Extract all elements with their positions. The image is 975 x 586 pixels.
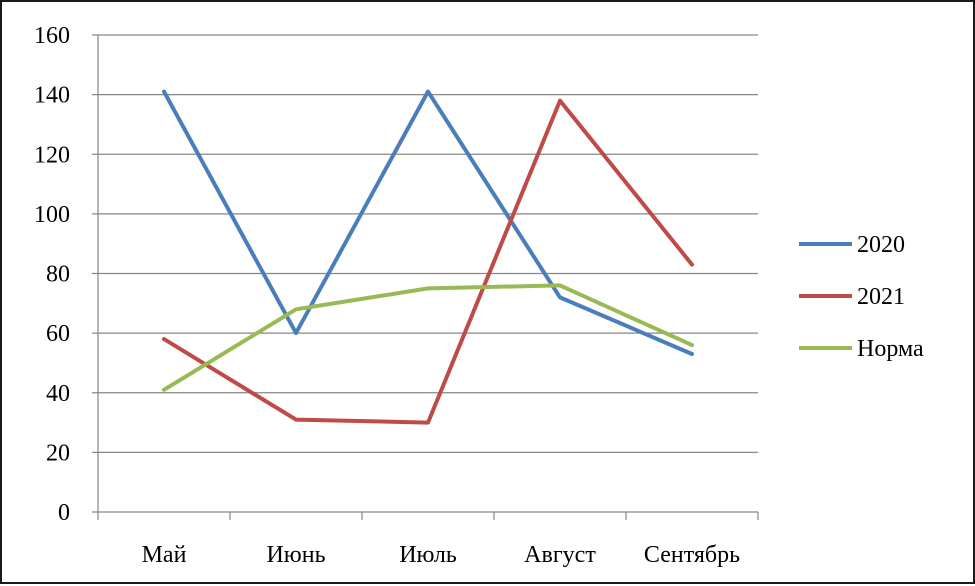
x-tick-labels: Май Июнь Июль Август Сентябрь <box>142 542 741 568</box>
x-tick-label: Июль <box>399 542 457 568</box>
series-lines <box>162 89 694 425</box>
legend-label: 2021 <box>857 284 905 310</box>
y-tick-label: 140 <box>34 83 70 109</box>
axes <box>92 34 759 520</box>
y-tick-label: 100 <box>34 202 70 228</box>
y-tick-label: 120 <box>34 142 70 168</box>
x-tick-label: Август <box>524 542 596 568</box>
y-tick-label: 40 <box>46 381 70 407</box>
y-tick-labels: 0 20 40 60 80 100 120 140 160 <box>34 23 70 526</box>
x-tick-label: Сентябрь <box>644 542 740 568</box>
legend-label: Норма <box>857 336 924 362</box>
series-line-0 <box>162 89 694 356</box>
y-tick-label: 20 <box>46 440 70 466</box>
x-tick-label: Июнь <box>266 542 325 568</box>
legend: 2020 2021 Норма <box>799 232 924 362</box>
y-tick-label: 60 <box>46 321 70 347</box>
series-line-2 <box>162 283 694 392</box>
y-tick-label: 160 <box>34 23 70 49</box>
y-tick-label: 0 <box>58 500 70 526</box>
legend-label: 2020 <box>857 232 905 258</box>
y-tick-label: 80 <box>46 262 70 288</box>
x-tick-label: Май <box>142 542 187 568</box>
series-line-1 <box>162 98 694 425</box>
gridlines <box>98 34 758 453</box>
